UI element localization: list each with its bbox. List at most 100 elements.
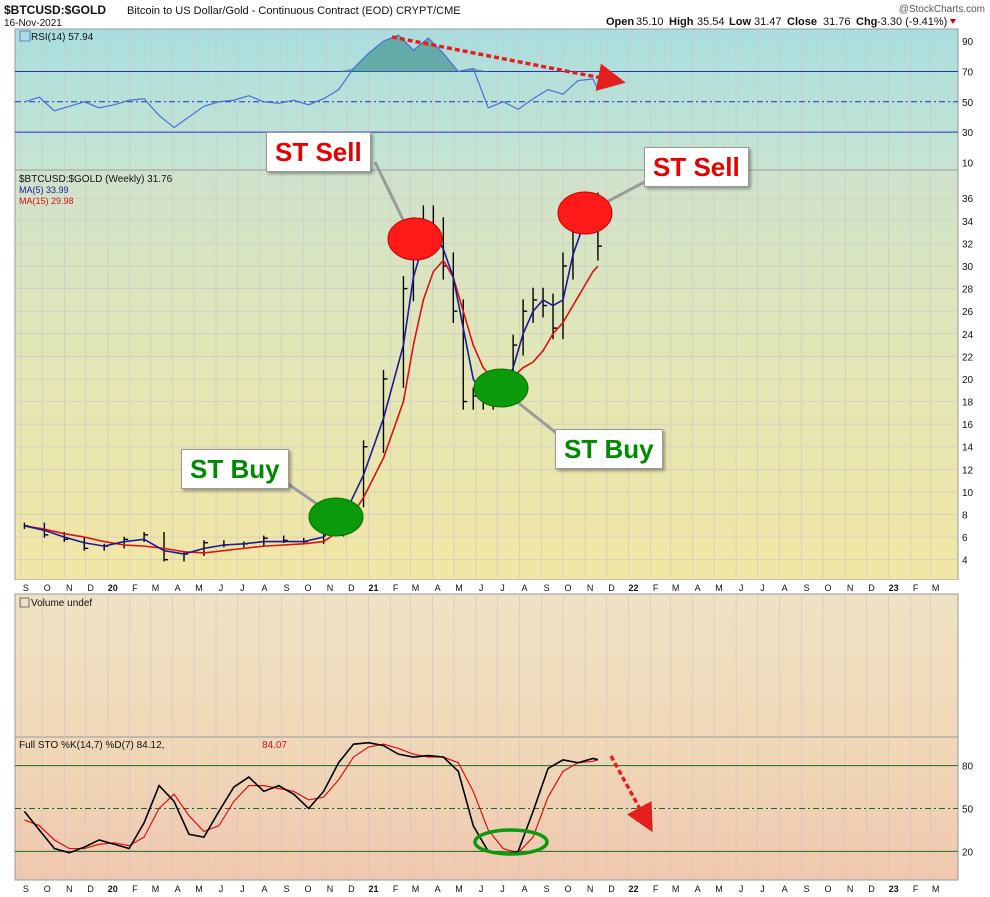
x-tick-label: 21 xyxy=(369,583,379,593)
description-label: Bitcoin to US Dollar/Gold - Continuous C… xyxy=(127,5,461,17)
rsi-tick-label: 50 xyxy=(962,98,974,109)
x-tick-label: O xyxy=(825,583,832,593)
x-tick-label: A xyxy=(175,583,181,593)
x-tick-label: D xyxy=(868,884,875,894)
x-tick-label: D xyxy=(868,583,875,593)
price-tick-label: 16 xyxy=(962,420,974,431)
x-tick-label: O xyxy=(565,583,572,593)
ma15-line xyxy=(24,259,599,554)
x-tick-label: M xyxy=(932,583,940,593)
x-tick-label: S xyxy=(544,884,550,894)
chg-label: Chg xyxy=(856,16,877,28)
buy-marker-1 xyxy=(308,497,364,537)
x-tick-label: 22 xyxy=(629,583,639,593)
price-tick-label: 30 xyxy=(962,262,974,273)
brand-label: @StockCharts.com xyxy=(899,4,985,15)
ma5-legend: MA(5) 33.99 xyxy=(19,185,69,195)
rsi-y-axis: 10 30 50 70 90 xyxy=(962,37,974,169)
x-tick-label: M xyxy=(412,583,420,593)
x-tick-label: 20 xyxy=(108,884,118,894)
x-tick-label: J xyxy=(500,884,505,894)
x-tick-label: F xyxy=(653,583,659,593)
stochastic-trend-arrow xyxy=(609,755,653,833)
high-value: 35.54 xyxy=(697,16,725,28)
x-tick-label: D xyxy=(608,583,615,593)
callout-st-sell-1: ST Sell xyxy=(266,132,371,172)
price-tick-label: 26 xyxy=(962,307,974,318)
rsi-overbought-fill xyxy=(338,35,489,72)
x-tick-label: M xyxy=(672,583,680,593)
x-tick-label: S xyxy=(23,583,29,593)
x-tick-label: D xyxy=(87,583,94,593)
price-tick-label: 14 xyxy=(962,443,974,454)
x-tick-label: A xyxy=(782,884,788,894)
x-tick-label: N xyxy=(66,583,73,593)
x-tick-label: S xyxy=(284,583,290,593)
rsi-legend-text: RSI(14) 57.94 xyxy=(31,32,94,43)
rsi-tick-label: 90 xyxy=(962,37,974,48)
x-tick-label: S xyxy=(804,583,810,593)
x-tick-label: N xyxy=(587,583,594,593)
x-tick-label: A xyxy=(262,583,268,593)
price-tick-label: 4 xyxy=(962,556,968,567)
x-tick-label: S xyxy=(23,884,29,894)
x-tick-label: A xyxy=(435,884,441,894)
sell-marker-1 xyxy=(387,217,443,261)
x-tick-label: N xyxy=(847,884,854,894)
price-tick-label: 20 xyxy=(962,375,974,386)
x-tick-label: J xyxy=(219,583,224,593)
x-tick-label: J xyxy=(760,884,765,894)
chart-header: $BTCUSD:$GOLD Bitcoin to US Dollar/Gold … xyxy=(4,3,985,29)
callout-st-buy-2: ST Buy xyxy=(555,429,663,469)
x-tick-label: D xyxy=(348,884,355,894)
x-tick-label: F xyxy=(132,583,138,593)
x-tick-label: O xyxy=(304,884,311,894)
stochastic-y-axis: 20 50 80 xyxy=(962,762,974,859)
high-label: High xyxy=(669,16,694,28)
rsi-line xyxy=(24,34,599,129)
x-tick-label: S xyxy=(544,583,550,593)
date-label: 16-Nov-2021 xyxy=(4,18,62,29)
callout-st-buy-1: ST Buy xyxy=(181,449,289,489)
rsi-legend: RSI(14) 57.94 xyxy=(19,30,94,43)
x-axis-stochastic: S O N D 20 F M A M J J A S O N D 21 F M A M J J A S O N D 22 F M A M J J A S… xyxy=(23,884,940,894)
x-tick-label: J xyxy=(479,884,484,894)
rsi-trend-arrow xyxy=(391,35,626,92)
price-tick-label: 8 xyxy=(962,510,968,521)
stochastic-legend: Full STO %K(14,7) %D(7) 84.12, 84.07 xyxy=(19,740,287,751)
x-tick-label: N xyxy=(327,583,334,593)
price-legend-title: $BTCUSD:$GOLD (Weekly) 31.76 xyxy=(19,174,173,185)
x-tick-label: D xyxy=(608,884,615,894)
x-tick-label: O xyxy=(565,884,572,894)
x-tick-label: 23 xyxy=(889,583,899,593)
x-tick-label: O xyxy=(825,884,832,894)
x-tick-label: S xyxy=(804,884,810,894)
x-tick-label: D xyxy=(87,884,94,894)
x-tick-label: A xyxy=(522,583,528,593)
x-tick-label: M xyxy=(672,884,680,894)
x-tick-label: A xyxy=(695,583,701,593)
x-tick-label: J xyxy=(240,583,245,593)
x-tick-label: M xyxy=(715,583,723,593)
x-tick-label: F xyxy=(393,583,399,593)
price-tick-label: 24 xyxy=(962,330,974,341)
rsi-tick-label: 30 xyxy=(962,128,974,139)
rsi-tick-label: 10 xyxy=(962,158,974,169)
x-tick-label: M xyxy=(412,884,420,894)
stochastic-tick-label: 20 xyxy=(962,847,974,858)
x-tick-label: F xyxy=(393,884,399,894)
open-value: 35.10 xyxy=(636,16,664,28)
low-value: 31.47 xyxy=(754,16,782,28)
x-tick-label: N xyxy=(847,583,854,593)
stochastic-tick-label: 80 xyxy=(962,762,974,773)
x-tick-label: N xyxy=(327,884,334,894)
x-tick-label: M xyxy=(152,583,160,593)
volume-legend-text: Volume undef xyxy=(31,598,92,609)
chg-value: -3.30 (-9.41%) xyxy=(877,16,947,28)
x-tick-label: O xyxy=(304,583,311,593)
x-tick-label: F xyxy=(913,884,919,894)
price-tick-label: 10 xyxy=(962,488,974,499)
x-tick-label: 20 xyxy=(108,583,118,593)
price-tick-label: 36 xyxy=(962,194,974,205)
